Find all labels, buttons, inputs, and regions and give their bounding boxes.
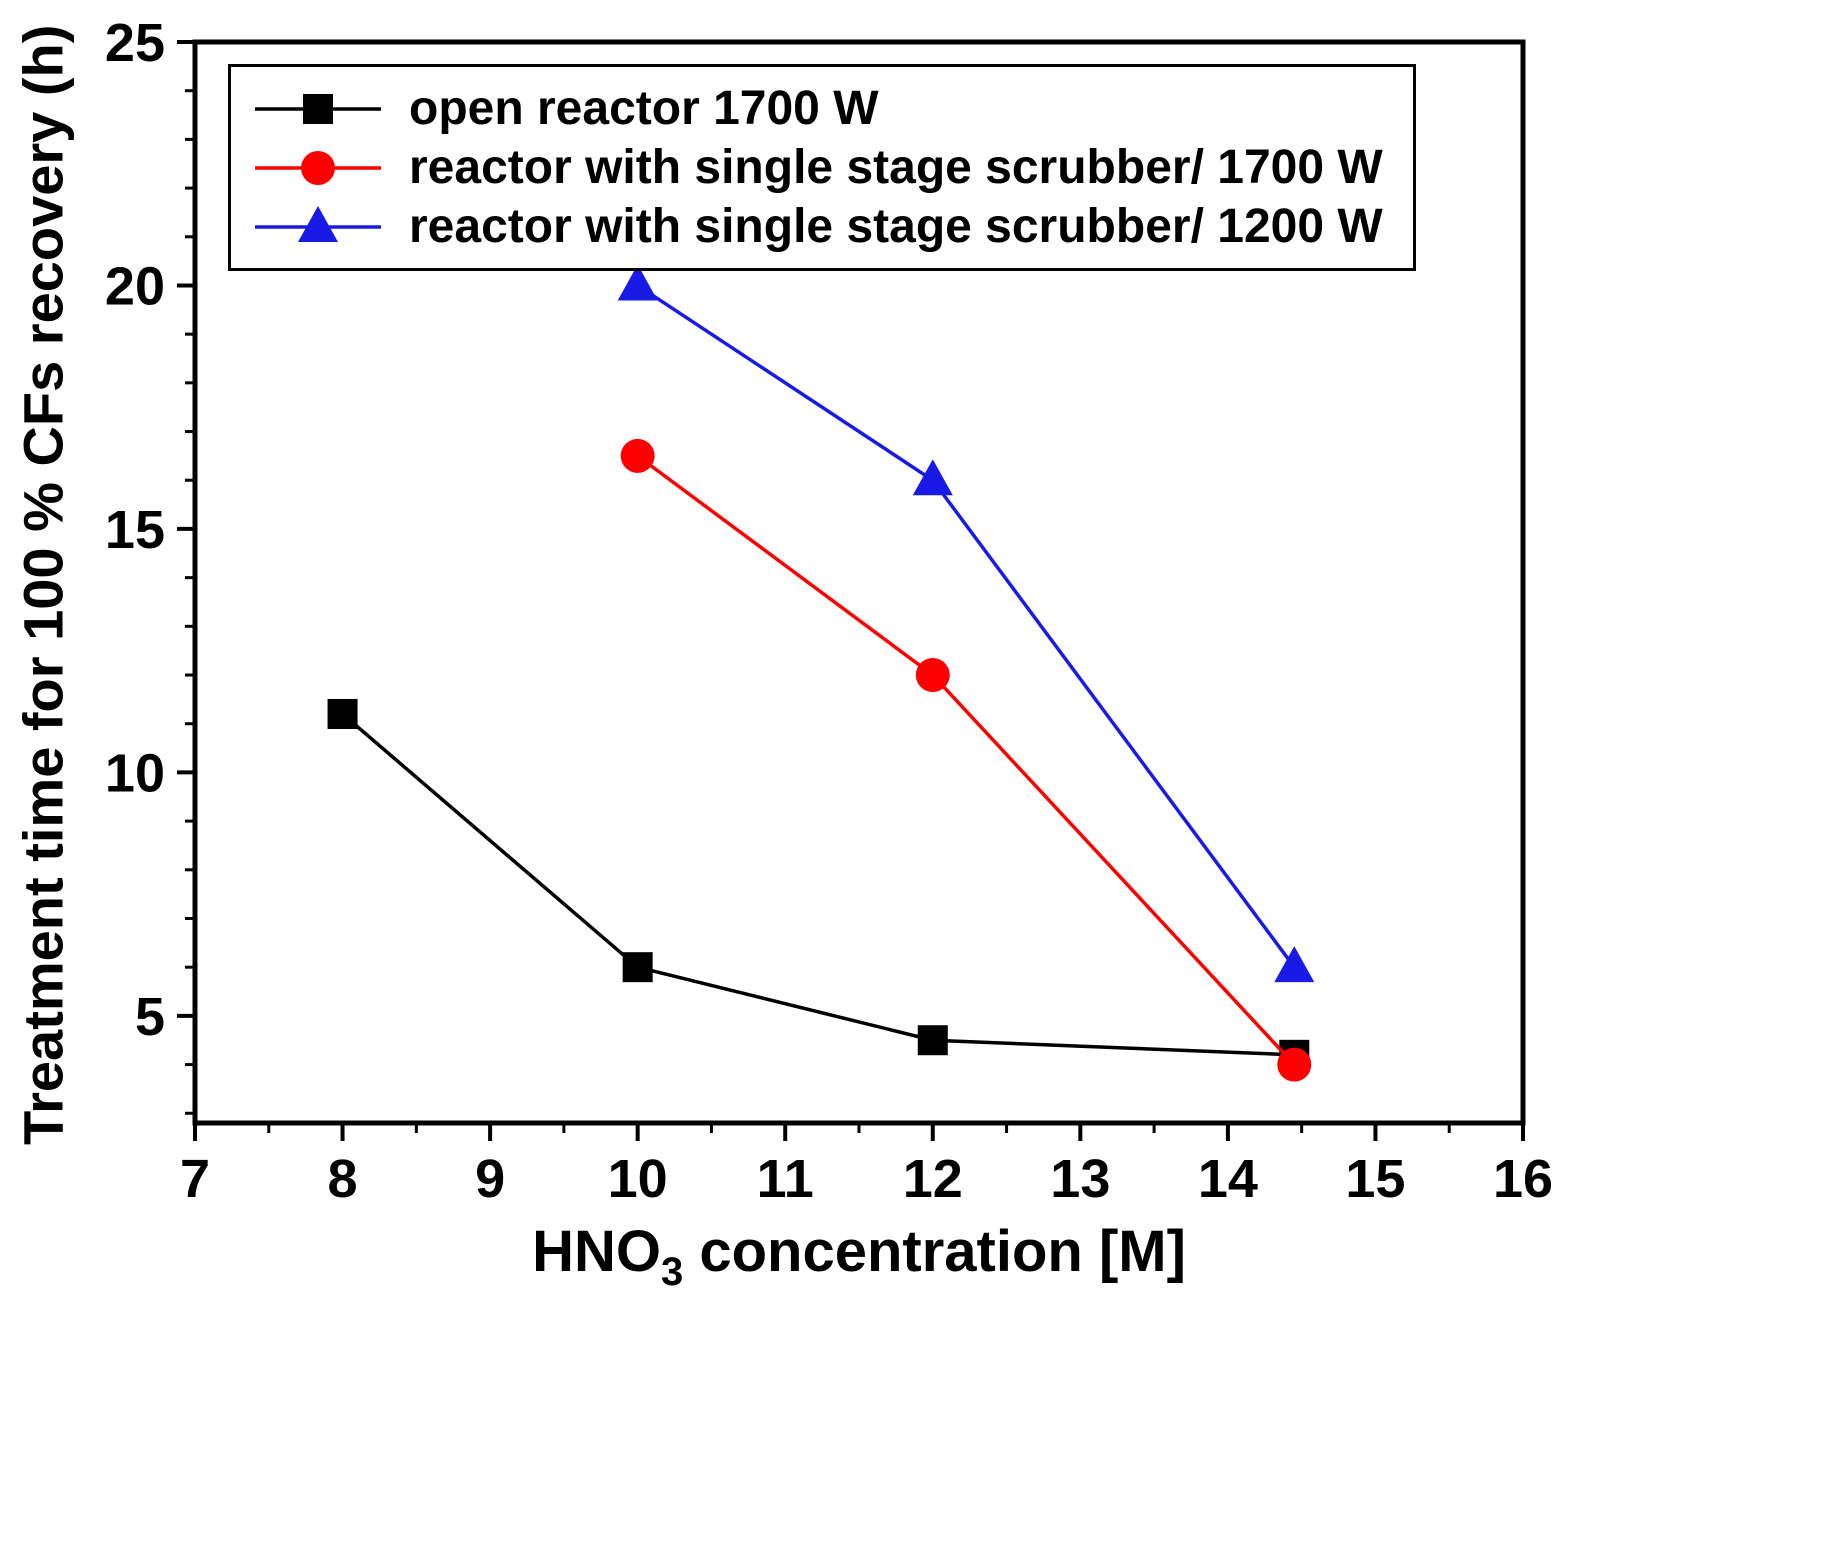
circle-marker <box>1277 1047 1312 1082</box>
x-axis-title-rest: concentration [M] <box>683 1219 1186 1284</box>
legend-entry: open reactor 1700 W <box>253 81 1383 136</box>
y-tick-label: 5 <box>135 987 165 1047</box>
legend-entry: reactor with single stage scrubber/ 1700… <box>253 140 1383 195</box>
x-tick-label: 12 <box>903 1149 963 1209</box>
legend-label: reactor with single stage scrubber/ 1200… <box>409 200 1383 253</box>
legend-square-icon <box>255 93 381 124</box>
x-tick-label: 15 <box>1345 1149 1405 1209</box>
axis-box <box>192 39 1526 1126</box>
circle-marker <box>915 658 950 693</box>
legend-label: open reactor 1700 W <box>409 82 879 135</box>
square-marker <box>917 1025 948 1056</box>
x-axis-title: HNO3 concentration [M] <box>195 1218 1523 1295</box>
x-tick-label: 9 <box>475 1149 505 1209</box>
triangle-marker <box>912 459 953 496</box>
x-tick-label: 7 <box>180 1149 210 1209</box>
circle-marker <box>620 438 655 473</box>
y-tick-label: 15 <box>105 500 165 560</box>
legend-label: reactor with single stage scrubber/ 1700… <box>409 141 1383 194</box>
series-line <box>341 712 1295 1057</box>
triangle-marker <box>617 264 658 301</box>
x-tick-label: 11 <box>757 1149 814 1209</box>
square-marker <box>622 952 653 983</box>
legend-triangle-icon <box>255 205 381 242</box>
x-tick-label: 16 <box>1493 1149 1553 1209</box>
legend-entry: reactor with single stage scrubber/ 1200… <box>253 199 1383 254</box>
circle-marker <box>301 150 335 185</box>
legend: open reactor 1700 W reactor with single s… <box>228 64 1416 271</box>
x-tick-label: 14 <box>1198 1149 1258 1209</box>
square-marker <box>327 698 358 729</box>
y-tick-label: 10 <box>105 743 165 803</box>
x-tick-label: 8 <box>328 1149 358 1209</box>
y-tick-label: 20 <box>105 256 165 316</box>
square-marker <box>303 93 333 124</box>
legend-circle-icon <box>255 150 381 185</box>
y-axis-title: Treatment time for 100 % CFs recovery (h… <box>11 24 75 1146</box>
triangle-marker <box>1274 946 1315 983</box>
y-tick-label: 25 <box>105 13 165 73</box>
triangle-marker <box>298 205 338 242</box>
x-tick-label: 10 <box>608 1149 668 1209</box>
x-tick-label: 13 <box>1050 1149 1110 1209</box>
series-line <box>636 454 1296 1066</box>
x-axis-title-subscript: 3 <box>660 1250 684 1294</box>
series-line <box>636 284 1296 969</box>
x-axis-title-base: HNO <box>532 1219 661 1284</box>
